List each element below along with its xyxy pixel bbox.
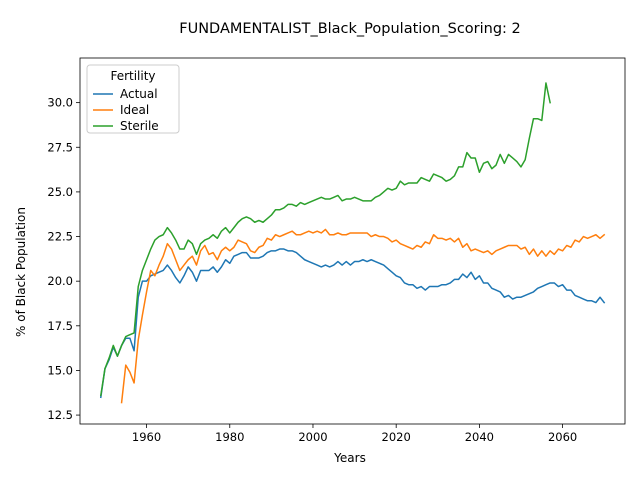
x-tick-label: 1960	[132, 430, 161, 444]
x-tick-label: 2020	[382, 430, 411, 444]
x-axis-label: Years	[333, 451, 366, 465]
chart-title: FUNDAMENTALIST_Black_Population_Scoring:…	[179, 21, 521, 37]
x-tick-label: 2060	[548, 430, 577, 444]
y-tick-label: 22.5	[47, 230, 73, 244]
x-tick-label: 2000	[298, 430, 327, 444]
legend-box	[86, 64, 180, 134]
y-axis-label: % of Black Population	[14, 207, 28, 337]
series-line-actual	[99, 248, 606, 399]
legend: Fertility Actual Ideal Sterile	[86, 64, 180, 134]
legend-label-ideal: Ideal	[120, 103, 149, 117]
y-tick-label: 15.0	[47, 363, 73, 377]
x-tick-label: 2040	[465, 430, 494, 444]
x-tick-label: 1980	[215, 430, 244, 444]
y-tick-label: 25.0	[47, 185, 73, 199]
y-tick-label: 17.5	[47, 319, 73, 333]
y-tick-label: 20.0	[47, 274, 73, 288]
legend-label-sterile: Sterile	[120, 119, 159, 133]
y-tick-label: 30.0	[47, 96, 73, 110]
axes-frame	[79, 57, 626, 425]
legend-label-actual: Actual	[120, 87, 158, 101]
series-line-ideal	[120, 228, 606, 404]
series-line-sterile	[99, 82, 551, 397]
y-tick-label: 27.5	[47, 140, 73, 154]
legend-title: Fertility	[110, 69, 155, 83]
plot-area: 1960 1980 2000 2020 2040 2060 12.5 15.0 17.5 20.0…	[47, 57, 626, 444]
y-tick-label: 12.5	[47, 408, 73, 422]
